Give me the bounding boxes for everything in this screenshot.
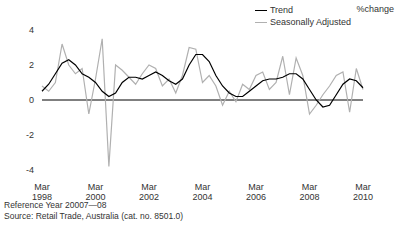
svg-text:Mar2008: Mar2008 <box>299 182 319 202</box>
svg-text:-4: -4 <box>26 165 34 175</box>
html-text:Seasonally Adjusted: Seasonally Adjusted <box>269 17 351 27</box>
svg-text:Mar2006: Mar2006 <box>246 182 266 202</box>
svg-text:4: 4 <box>29 25 34 35</box>
html-text:Trend: Trend <box>269 5 294 15</box>
html-text:Reference Year 20007—08: Reference Year 20007—08 <box>4 200 107 210</box>
svg-text:Mar2000: Mar2000 <box>85 182 105 202</box>
svg-text:0: 0 <box>29 95 34 105</box>
svg-text:-2: -2 <box>26 130 34 140</box>
svg-text:Mar2002: Mar2002 <box>139 182 159 202</box>
svg-text:2: 2 <box>29 60 34 70</box>
html-text:Source: Retail Trade, Australi: Source: Retail Trade, Australia (cat. no… <box>4 211 184 221</box>
html-text:%change: %change <box>356 4 394 14</box>
svg-text:Mar2004: Mar2004 <box>192 182 212 202</box>
svg-text:Mar2010: Mar2010 <box>353 182 373 202</box>
svg-text:Mar1998: Mar1998 <box>32 182 52 202</box>
